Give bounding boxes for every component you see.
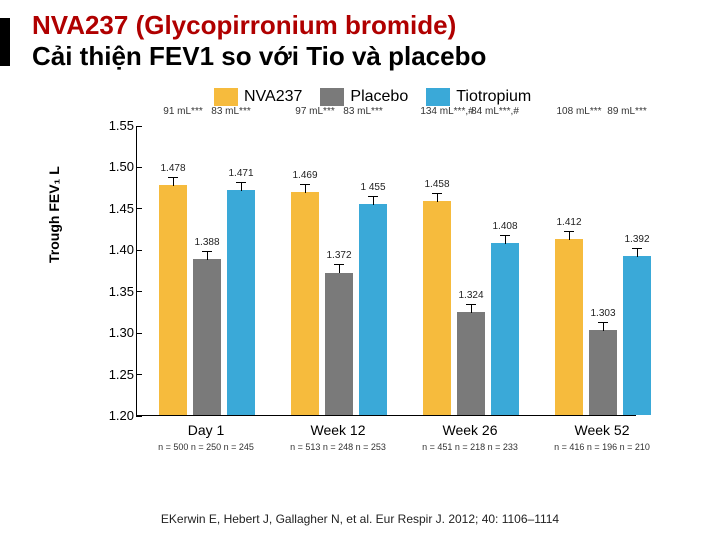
error-cap (564, 231, 574, 232)
x-tick: Week 52 (554, 422, 650, 438)
y-tick: 1.20 (86, 408, 134, 423)
error-cap (368, 196, 378, 197)
error-cap (300, 184, 310, 185)
error-bar (471, 304, 472, 313)
bar (359, 204, 387, 415)
y-tick: 1.40 (86, 242, 134, 257)
error-bar (437, 193, 438, 202)
y-tick: 1.25 (86, 367, 134, 382)
error-cap (168, 177, 178, 178)
error-bar (637, 248, 638, 257)
x-tick: Week 12 (290, 422, 386, 438)
bar-value-label: 1.324 (453, 290, 489, 301)
legend-swatch (426, 88, 450, 106)
y-axis-label: Trough FEV₁ L (46, 166, 62, 263)
anno-ml: 84 mL***,# (466, 106, 524, 117)
error-bar (339, 264, 340, 273)
legend-item-placebo: Placebo (320, 88, 408, 106)
error-cap (466, 304, 476, 305)
bar (291, 192, 319, 415)
n-label: n = 500 n = 250 n = 245 (152, 442, 260, 452)
y-tick: 1.55 (86, 118, 134, 133)
decorative-left-bar (0, 18, 10, 66)
legend-label: Placebo (350, 88, 408, 105)
anno-ml: 83 mL*** (334, 106, 392, 117)
bar-value-label: 1.392 (619, 234, 655, 245)
chart-legend: NVA237 Placebo Tiotropium (214, 88, 531, 106)
bar (589, 330, 617, 415)
error-bar (241, 182, 242, 191)
bar-value-label: 1.412 (551, 217, 587, 228)
legend-item-nva237: NVA237 (214, 88, 302, 106)
bar-value-label: 1.458 (419, 179, 455, 190)
bar (491, 243, 519, 415)
legend-item-tiotropium: Tiotropium (426, 88, 531, 106)
bar (623, 256, 651, 415)
error-cap (334, 264, 344, 265)
legend-swatch (320, 88, 344, 106)
bar (555, 239, 583, 415)
bar (325, 273, 353, 416)
bar-value-label: 1.408 (487, 221, 523, 232)
bar-value-label: 1.471 (223, 168, 259, 179)
error-bar (505, 235, 506, 244)
error-cap (202, 251, 212, 252)
plot-area: 1.478 1.388 1.471 1.469 1.372 1 455 1.458 1.324… (136, 126, 636, 416)
error-bar (173, 177, 174, 186)
bar (193, 259, 221, 415)
bar-value-label: 1.372 (321, 250, 357, 261)
y-tick: 1.35 (86, 284, 134, 299)
bar (159, 185, 187, 415)
y-tick: 1.50 (86, 159, 134, 174)
anno-ml: 83 mL*** (202, 106, 260, 117)
x-tick: Day 1 (158, 422, 254, 438)
bar-value-label: 1 455 (355, 182, 391, 193)
legend-label: Tiotropium (456, 88, 531, 105)
bar (457, 312, 485, 415)
error-bar (603, 322, 604, 331)
y-tick: 1.45 (86, 201, 134, 216)
legend-swatch (214, 88, 238, 106)
error-bar (207, 251, 208, 260)
slide-title: NVA237 (Glycopirronium bromide) Cải thiệ… (32, 10, 486, 72)
anno-ml: 89 mL*** (598, 106, 656, 117)
error-bar (305, 184, 306, 193)
error-cap (632, 248, 642, 249)
error-cap (236, 182, 246, 183)
citation: EKerwin E, Hebert J, Gallagher N, et al.… (0, 512, 720, 526)
x-tick: Week 26 (422, 422, 518, 438)
n-label: n = 451 n = 218 n = 233 (416, 442, 524, 452)
n-label: n = 416 n = 196 n = 210 (548, 442, 656, 452)
title-line-1: NVA237 (Glycopirronium bromide) (32, 10, 486, 41)
legend-label: NVA237 (244, 88, 302, 105)
error-cap (500, 235, 510, 236)
bar-value-label: 1.469 (287, 170, 323, 181)
fev1-chart: NVA237PlaceboTiotropium Trough FEV₁ L 1.… (74, 88, 656, 468)
n-label: n = 513 n = 248 n = 253 (284, 442, 392, 452)
title-line-2: Cải thiện FEV1 so với Tio và placebo (32, 41, 486, 72)
y-tick: 1.30 (86, 325, 134, 340)
bar (423, 201, 451, 415)
bar-value-label: 1.478 (155, 163, 191, 174)
error-cap (598, 322, 608, 323)
bar-value-label: 1.303 (585, 308, 621, 319)
error-bar (569, 231, 570, 240)
error-cap (432, 193, 442, 194)
error-bar (373, 196, 374, 205)
bar-value-label: 1.388 (189, 237, 225, 248)
bar (227, 190, 255, 415)
